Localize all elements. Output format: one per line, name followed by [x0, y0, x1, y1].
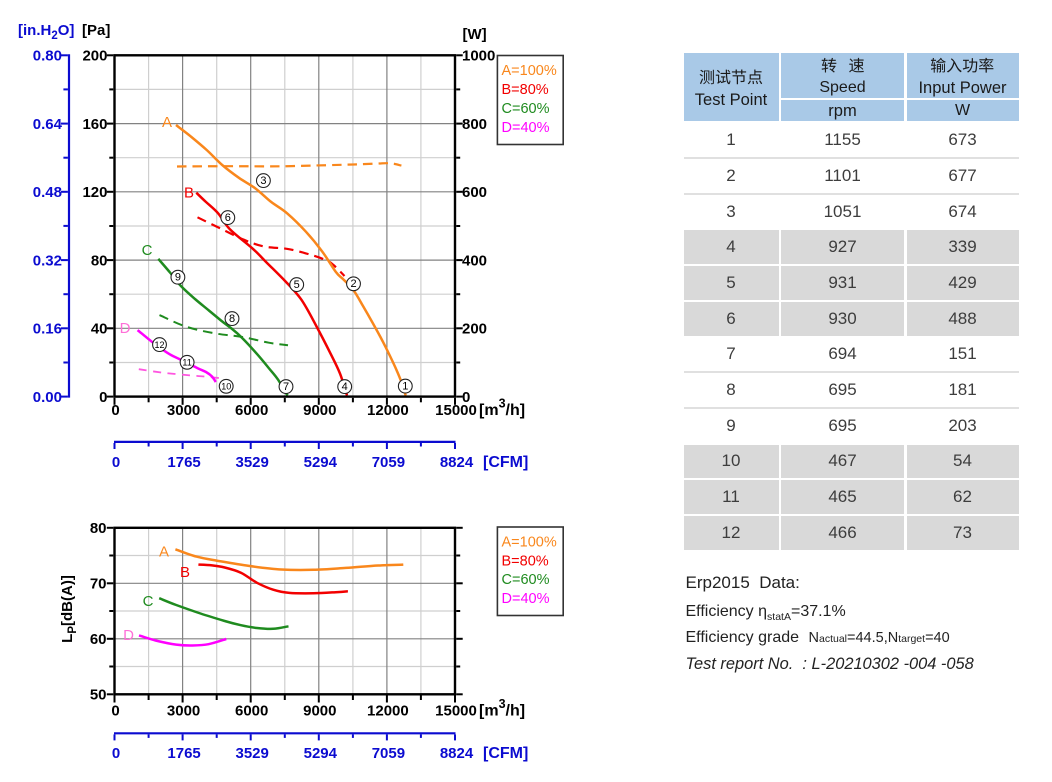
- svg-text:1: 1: [402, 381, 408, 393]
- svg-text:2: 2: [350, 278, 356, 290]
- svg-text:120: 120: [82, 184, 107, 201]
- svg-text:11: 11: [182, 358, 191, 368]
- svg-text:0.16: 0.16: [33, 321, 62, 338]
- svg-text:0: 0: [111, 402, 119, 419]
- svg-text:C: C: [143, 593, 154, 610]
- svg-text:0: 0: [462, 389, 470, 406]
- svg-text:6: 6: [225, 212, 231, 224]
- svg-text:0.00: 0.00: [33, 389, 62, 406]
- svg-text:15000: 15000: [435, 402, 477, 419]
- svg-text:5294: 5294: [304, 454, 338, 471]
- svg-text:4: 4: [342, 381, 348, 393]
- svg-text:50: 50: [90, 687, 107, 704]
- svg-text:6000: 6000: [235, 402, 268, 419]
- svg-text:200: 200: [462, 321, 487, 338]
- svg-text:3529: 3529: [236, 454, 269, 471]
- svg-text:5294: 5294: [304, 745, 338, 762]
- svg-text:40: 40: [91, 321, 108, 338]
- svg-text:C=60%: C=60%: [502, 101, 550, 117]
- svg-text:[m3/h]: [m3/h]: [479, 697, 525, 720]
- svg-text:9000: 9000: [303, 703, 336, 720]
- svg-text:[CFM]: [CFM]: [483, 454, 528, 471]
- svg-text:D=40%: D=40%: [502, 591, 550, 607]
- svg-text:7: 7: [283, 381, 289, 393]
- svg-text:800: 800: [462, 116, 487, 133]
- svg-text:0.80: 0.80: [33, 48, 62, 65]
- svg-text:160: 160: [82, 116, 107, 133]
- svg-text:A: A: [159, 544, 169, 561]
- svg-text:7059: 7059: [372, 745, 405, 762]
- svg-text:1765: 1765: [167, 745, 200, 762]
- svg-text:0.64: 0.64: [33, 116, 63, 133]
- svg-text:A=100%: A=100%: [502, 535, 557, 551]
- svg-text:9: 9: [175, 272, 181, 284]
- svg-text:12000: 12000: [367, 703, 409, 720]
- svg-text:5: 5: [294, 279, 300, 291]
- svg-text:12000: 12000: [367, 402, 409, 419]
- svg-text:3000: 3000: [167, 402, 200, 419]
- svg-text:0: 0: [112, 745, 120, 762]
- svg-text:70: 70: [90, 576, 107, 593]
- svg-text:12: 12: [154, 340, 164, 350]
- svg-text:B=80%: B=80%: [502, 82, 549, 98]
- svg-text:0: 0: [99, 389, 107, 406]
- svg-text:8: 8: [229, 313, 235, 325]
- svg-text:[in.H2O]: [in.H2O]: [18, 22, 74, 42]
- svg-text:A=100%: A=100%: [502, 63, 557, 79]
- svg-text:0: 0: [112, 454, 120, 471]
- svg-text:1765: 1765: [167, 454, 200, 471]
- svg-text:0.48: 0.48: [33, 184, 62, 201]
- svg-text:60: 60: [90, 631, 107, 648]
- svg-text:D=40%: D=40%: [502, 120, 550, 136]
- svg-text:A: A: [162, 114, 172, 131]
- svg-text:3529: 3529: [236, 745, 269, 762]
- svg-text:B: B: [184, 185, 194, 202]
- svg-text:[m3/h]: [m3/h]: [479, 397, 525, 420]
- svg-text:6000: 6000: [235, 703, 268, 720]
- svg-text:10: 10: [221, 382, 231, 392]
- svg-text:B=80%: B=80%: [502, 553, 549, 569]
- svg-text:B: B: [180, 564, 190, 581]
- svg-text:200: 200: [82, 48, 107, 65]
- svg-text:3000: 3000: [167, 703, 200, 720]
- svg-text:1000: 1000: [462, 48, 495, 65]
- svg-text:LP[dB(A)]: LP[dB(A)]: [59, 575, 79, 643]
- svg-text:[CFM]: [CFM]: [483, 745, 528, 762]
- svg-text:8824: 8824: [440, 454, 474, 471]
- svg-text:D: D: [123, 627, 134, 644]
- svg-text:D: D: [120, 320, 131, 337]
- svg-text:7059: 7059: [372, 454, 405, 471]
- svg-text:80: 80: [90, 520, 107, 537]
- svg-text:9000: 9000: [303, 402, 336, 419]
- svg-text:600: 600: [462, 184, 487, 201]
- svg-text:C=60%: C=60%: [502, 572, 550, 588]
- svg-text:[W]: [W]: [463, 26, 487, 43]
- svg-text:C: C: [142, 242, 153, 259]
- svg-text:0: 0: [111, 703, 119, 720]
- svg-text:[Pa]: [Pa]: [82, 22, 110, 39]
- svg-text:80: 80: [91, 252, 108, 269]
- svg-text:8824: 8824: [440, 745, 474, 762]
- svg-text:3: 3: [260, 175, 266, 187]
- svg-text:400: 400: [462, 252, 487, 269]
- svg-text:0.32: 0.32: [33, 252, 62, 269]
- svg-text:15000: 15000: [435, 703, 477, 720]
